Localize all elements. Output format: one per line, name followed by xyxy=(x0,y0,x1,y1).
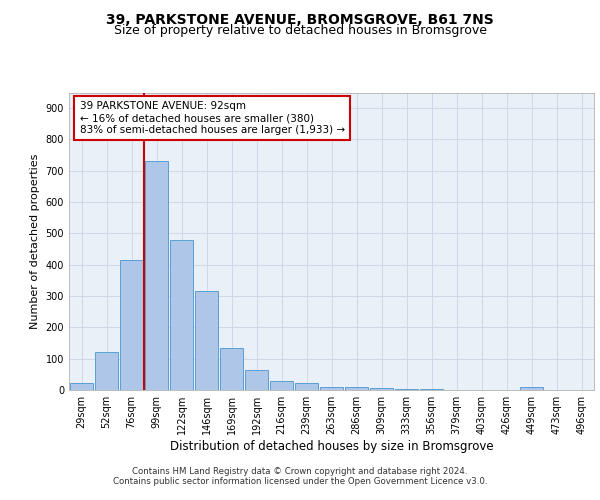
Text: Contains public sector information licensed under the Open Government Licence v3: Contains public sector information licen… xyxy=(113,478,487,486)
Bar xyxy=(395,389,418,390)
Bar xyxy=(295,383,318,390)
Bar xyxy=(145,162,168,390)
Bar xyxy=(370,388,393,390)
Bar xyxy=(270,381,293,390)
Bar xyxy=(220,348,243,390)
Bar xyxy=(195,292,218,390)
Text: Contains HM Land Registry data © Crown copyright and database right 2024.: Contains HM Land Registry data © Crown c… xyxy=(132,468,468,476)
Text: 39 PARKSTONE AVENUE: 92sqm
← 16% of detached houses are smaller (380)
83% of sem: 39 PARKSTONE AVENUE: 92sqm ← 16% of deta… xyxy=(79,102,344,134)
Bar xyxy=(345,388,368,390)
X-axis label: Distribution of detached houses by size in Bromsgrove: Distribution of detached houses by size … xyxy=(170,440,493,453)
Bar xyxy=(520,388,543,390)
Y-axis label: Number of detached properties: Number of detached properties xyxy=(30,154,40,329)
Bar xyxy=(120,260,143,390)
Text: 39, PARKSTONE AVENUE, BROMSGROVE, B61 7NS: 39, PARKSTONE AVENUE, BROMSGROVE, B61 7N… xyxy=(106,12,494,26)
Bar xyxy=(245,370,268,390)
Bar xyxy=(170,240,193,390)
Bar xyxy=(95,352,118,390)
Bar xyxy=(320,387,343,390)
Text: Size of property relative to detached houses in Bromsgrove: Size of property relative to detached ho… xyxy=(113,24,487,37)
Bar xyxy=(70,383,93,390)
